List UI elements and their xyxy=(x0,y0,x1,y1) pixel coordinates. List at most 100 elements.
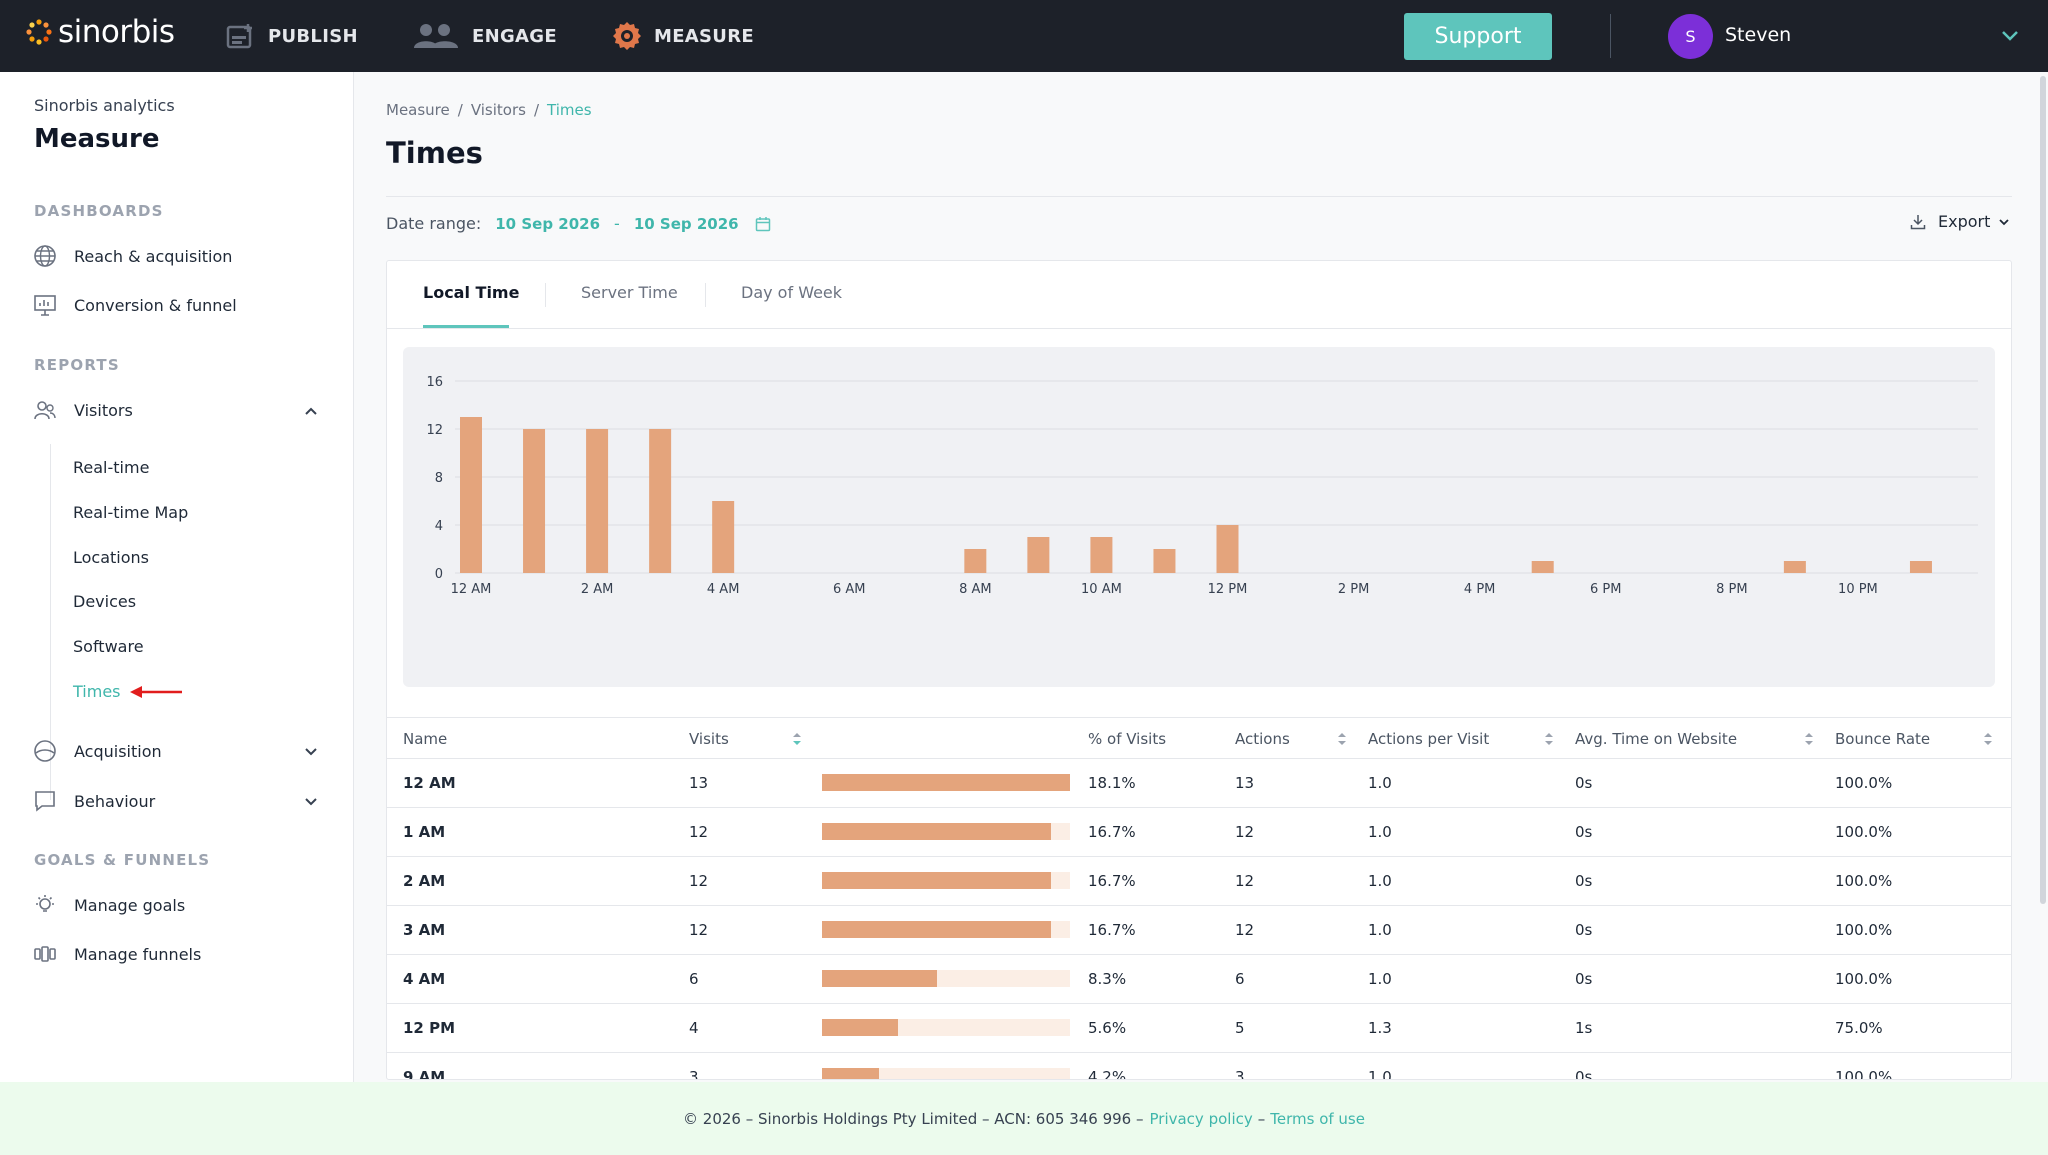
sidebar-item-software[interactable]: Software xyxy=(73,637,144,656)
x-tick-label: 4 AM xyxy=(707,582,740,597)
column-header-visits[interactable]: Visits xyxy=(689,730,729,748)
y-tick-label: 12 xyxy=(426,423,443,438)
sidebar-item-locations[interactable]: Locations xyxy=(73,548,150,567)
row-visits: 12 xyxy=(689,823,709,841)
sidebar-item-real-time-map[interactable]: Real-time Map xyxy=(73,503,189,522)
globe-icon xyxy=(34,245,56,267)
chart-bar[interactable] xyxy=(712,501,735,573)
table-row[interactable]: 12 PM 4 5.6% 5 1.3 1s 75.0% xyxy=(387,1004,2011,1053)
terms-of-use-link[interactable]: Terms of use xyxy=(1270,1109,1365,1128)
visits-share-bar xyxy=(822,1068,1070,1079)
page-scrollbar[interactable] xyxy=(2040,76,2046,904)
breadcrumb-measure[interactable]: Measure xyxy=(386,101,450,119)
table-row[interactable]: 4 AM 6 8.3% 6 1.0 0s 100.0% xyxy=(387,955,2011,1004)
chart-bar[interactable] xyxy=(964,549,987,573)
privacy-policy-link[interactable]: Privacy policy xyxy=(1149,1109,1253,1128)
visits-share-fill xyxy=(822,1019,899,1036)
column-header-avg-time[interactable]: Avg. Time on Website xyxy=(1575,730,1738,748)
sidebar-item-times[interactable]: Times xyxy=(73,682,121,701)
sort-icon[interactable] xyxy=(1337,731,1347,747)
sort-icon[interactable] xyxy=(1804,731,1814,747)
chart-bar[interactable] xyxy=(1027,537,1050,573)
row-name: 12 PM xyxy=(403,1019,456,1037)
chart-bar[interactable] xyxy=(1531,561,1554,573)
row-visits: 3 xyxy=(689,1068,699,1080)
table-row[interactable]: 9 AM 3 4.2% 3 1.0 0s 100.0% xyxy=(387,1053,2011,1080)
nav-publish[interactable]: PUBLISH xyxy=(226,18,358,54)
row-name: 9 AM xyxy=(403,1068,446,1080)
gear-icon xyxy=(613,22,641,50)
x-tick-label: 10 PM xyxy=(1838,582,1878,597)
nav-measure[interactable]: MEASURE xyxy=(612,18,754,54)
tab-server-time[interactable]: Server Time xyxy=(581,283,678,302)
nav-engage[interactable]: ENGAGE xyxy=(414,18,557,54)
row-visits: 4 xyxy=(689,1019,699,1037)
active-tab-indicator xyxy=(423,325,509,328)
table-row[interactable]: 12 AM 13 18.1% 13 1.0 0s 100.0% xyxy=(387,759,2011,808)
sidebar-item-real-time[interactable]: Real-time xyxy=(73,458,150,477)
user-name[interactable]: Steven xyxy=(1725,24,1792,46)
sort-icon[interactable] xyxy=(1544,731,1554,747)
sidebar-item-manage-funnels[interactable]: Manage funnels xyxy=(32,940,201,968)
table-row[interactable]: 1 AM 12 16.7% 12 1.0 0s 100.0% xyxy=(387,808,2011,857)
visits-share-bar xyxy=(822,774,1070,791)
breadcrumb-separator: / xyxy=(457,101,463,119)
calendar-icon[interactable] xyxy=(755,216,771,232)
sort-icon[interactable] xyxy=(1983,731,1993,747)
sidebar-item-acquisition[interactable]: Acquisition xyxy=(32,737,162,765)
date-from[interactable]: 10 Sep 2026 xyxy=(495,214,601,233)
support-button[interactable]: Support xyxy=(1404,13,1552,60)
row-visits: 12 xyxy=(689,872,709,890)
row-avg-time: 0s xyxy=(1575,1068,1593,1080)
chart-bar[interactable] xyxy=(460,417,482,573)
column-header-name[interactable]: Name xyxy=(403,730,448,748)
visits-share-bar xyxy=(822,921,1070,938)
chevron-down-icon[interactable] xyxy=(2000,26,2020,46)
table-row[interactable]: 3 AM 12 16.7% 12 1.0 0s 100.0% xyxy=(387,906,2011,955)
breadcrumb-visitors[interactable]: Visitors xyxy=(470,101,526,119)
x-tick-label: 12 PM xyxy=(1208,582,1248,597)
column-header-percent-visits: % of Visits xyxy=(1088,730,1167,748)
sidebar-item-label: Acquisition xyxy=(74,741,162,761)
date-to[interactable]: 10 Sep 2026 xyxy=(633,214,739,233)
chevron-down-icon[interactable] xyxy=(302,793,320,811)
column-header-actions-per-visit[interactable]: Actions per Visit xyxy=(1368,730,1490,748)
tab-local-time[interactable]: Local Time xyxy=(423,283,520,302)
chart-bar[interactable] xyxy=(1216,525,1239,573)
visits-share-fill xyxy=(822,921,1051,938)
users-icon xyxy=(414,24,458,48)
row-bounce-rate: 100.0% xyxy=(1835,970,1893,988)
sidebar-item-behaviour[interactable]: Behaviour xyxy=(32,787,155,815)
chevron-up-icon[interactable] xyxy=(302,402,320,420)
sidebar-item-conversion-funnel[interactable]: Conversion & funnel xyxy=(32,291,237,319)
sidebar-item-visitors[interactable]: Visitors xyxy=(32,396,133,424)
nav-publish-label: PUBLISH xyxy=(268,25,358,47)
chart-bar[interactable] xyxy=(1909,561,1932,573)
avatar[interactable]: S xyxy=(1668,14,1713,59)
sidebar-item-label: Visitors xyxy=(74,400,133,420)
chart-bar[interactable] xyxy=(586,429,609,573)
row-percent-visits: 5.6% xyxy=(1088,1019,1127,1037)
chart-bar[interactable] xyxy=(1090,537,1113,573)
chart-bar[interactable] xyxy=(1153,549,1176,573)
sidebar-item-devices[interactable]: Devices xyxy=(73,592,137,611)
column-header-actions[interactable]: Actions xyxy=(1235,730,1290,748)
column-header-bounce-rate[interactable]: Bounce Rate xyxy=(1835,730,1931,748)
table-row[interactable]: 2 AM 12 16.7% 12 1.0 0s 100.0% xyxy=(387,857,2011,906)
publish-icon xyxy=(226,24,252,49)
row-actions: 12 xyxy=(1235,921,1255,939)
row-name: 2 AM xyxy=(403,872,446,890)
report-card: Local Time Server Time Day of Week 0 4 8 12… xyxy=(386,260,2012,1080)
chart-bar[interactable] xyxy=(649,429,672,573)
sinorbis-logo[interactable]: sinorbis xyxy=(26,14,175,50)
chevron-down-icon[interactable] xyxy=(302,743,320,761)
chart-bar[interactable] xyxy=(1783,561,1806,573)
sidebar-item-manage-goals[interactable]: Manage goals xyxy=(32,891,185,919)
sidebar-item-reach-acquisition[interactable]: Reach & acquisition xyxy=(32,242,232,270)
chart-bar[interactable] xyxy=(523,429,546,573)
export-button[interactable]: Export xyxy=(1910,212,2022,231)
topbar-divider xyxy=(1610,14,1611,58)
sort-desc-icon[interactable] xyxy=(792,731,802,747)
tab-day-of-week[interactable]: Day of Week xyxy=(741,283,843,302)
y-tick-label: 8 xyxy=(435,471,443,486)
